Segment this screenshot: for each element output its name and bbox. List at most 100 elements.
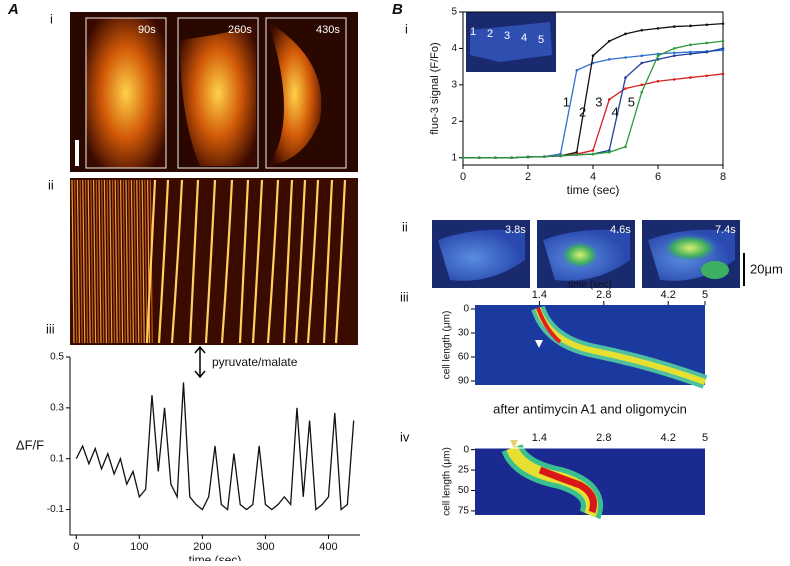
y-tick-label: 4 [451,43,457,54]
y-tick-label: 60 [458,352,470,363]
data-point [510,156,514,160]
kymo-stripe [74,179,78,344]
y-tick-label: 3 [451,79,457,90]
sub-label: ii [48,177,54,192]
kymo-stripe [84,179,89,344]
data-point [607,149,611,152]
kymo-stripe [133,179,137,344]
x-tick-label: 5 [702,289,708,301]
sub-label: i [405,21,408,36]
signal [701,261,729,279]
data-point [640,83,644,87]
inset-label: 2 [487,28,493,40]
time-label: 260s [228,24,252,36]
kymo-stripe [87,179,91,344]
signal [560,241,600,269]
kymo-stripe [82,179,86,344]
y-tick-label: 5 [451,7,457,18]
kymo-stripe [114,179,118,344]
kymo-stripe [76,179,80,344]
data-point [575,150,579,154]
data-point [672,47,676,50]
data-point [672,78,676,81]
kymo-stripe [204,179,217,344]
data-point [656,79,660,83]
x-tick-label: 4.2 [661,432,676,444]
data-point [591,152,595,156]
x-tick-label: 0 [73,541,79,553]
x-tick-label: 8 [720,171,726,183]
data-point [656,27,660,30]
kymo-stripe [128,179,132,344]
data-point [705,50,709,54]
series-label: 1 [563,95,570,110]
kymo-stripe [101,179,105,344]
sub-label: iii [400,289,409,304]
kymo-stripe [294,179,307,344]
kymo-stripe [117,179,121,344]
data-point [640,61,644,65]
y-tick-label: 0 [463,304,469,315]
wave [538,466,597,514]
data-point [461,156,465,160]
x-axis-label: time (sec) [567,183,620,197]
data-point [672,54,676,58]
y-tick-label: 1 [451,152,457,163]
series-label: 3 [595,95,602,110]
data-point [607,58,611,61]
data-point [607,98,611,101]
y-tick-label: -0.1 [47,504,65,515]
signal [662,234,718,262]
kymo-stripe [306,179,320,344]
data-point [575,68,579,72]
data-point [542,155,546,158]
kymo-stripe [334,179,347,344]
data-point [672,25,676,28]
x-tick-label: 1.4 [532,432,547,444]
sub-label: i [50,11,53,26]
kymo-stripe [95,179,99,344]
data-point [705,23,709,27]
data-point [721,39,725,43]
x-axis-label: time (sec) [568,280,612,291]
kymo-stripe [98,179,102,344]
kymo-stripe [90,179,94,344]
data-point [591,54,595,58]
data-line [463,73,724,159]
y-axis-label: cell length (μm) [442,311,453,380]
data-point [705,74,709,78]
kymo-stripe [109,179,113,344]
kymo-stripe [144,179,148,344]
x-tick-label: 400 [319,541,337,553]
caption: after antimycin A1 and oligomycin [493,401,687,416]
sub-label: ii [402,219,408,234]
data-point [624,56,627,59]
kymo-stripe [122,179,126,344]
data-point [607,150,611,154]
data-point [559,152,562,156]
y-tick-label: 0.5 [50,352,64,363]
x-tick-label: 300 [256,541,274,553]
y-tick-label: 90 [458,376,470,387]
data-point [607,39,611,43]
scale-label: 20μm [750,261,783,276]
kymo-stripe [141,179,145,344]
wave [536,307,562,344]
data-point [721,48,725,52]
inset-label: 3 [504,30,510,42]
data-point [656,54,660,58]
x-axis-label: time (sec) [189,553,242,561]
kymo-stripe [251,179,264,344]
x-tick-label: 5 [702,432,708,444]
sub-label: iii [46,321,55,336]
x-tick-label: 1.4 [532,289,547,301]
inset-label: 4 [521,32,527,44]
data-point [494,156,497,160]
x-tick-label: 0 [460,171,466,183]
cell-shape [438,229,525,281]
kymo-stripe [130,179,134,344]
data-point [624,145,627,149]
sub-label: iv [400,429,410,444]
kymo-stripe [120,179,124,344]
cell-shape [180,20,256,166]
